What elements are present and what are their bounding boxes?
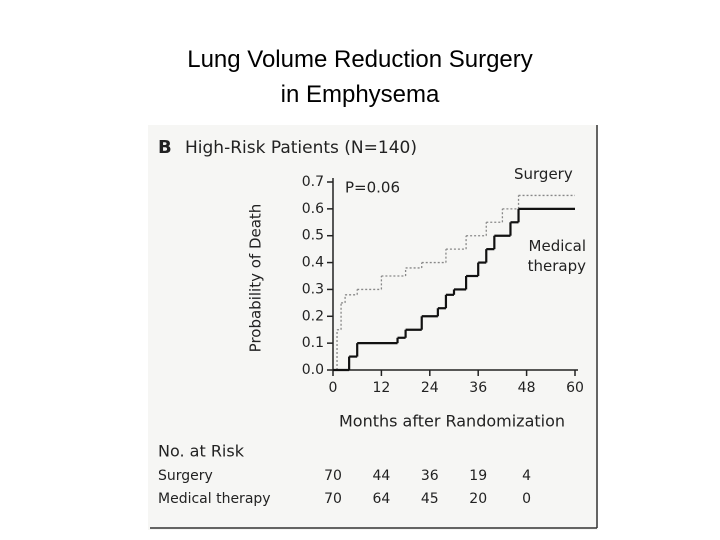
- slide-title: in Emphysema: [280, 81, 440, 108]
- x-tick-label: 12: [372, 380, 390, 396]
- y-tick-label: 0.3: [302, 281, 324, 297]
- x-tick-label: 60: [566, 380, 584, 396]
- x-tick-label: 36: [469, 380, 487, 396]
- x-tick-label: 48: [518, 380, 536, 396]
- y-axis-label: Probability of Death: [247, 204, 265, 353]
- y-tick-label: 0.6: [302, 201, 324, 217]
- risk-value: 4: [522, 468, 531, 484]
- y-tick-label: 0.4: [302, 255, 324, 271]
- y-tick-label: 0.0: [302, 362, 324, 378]
- scan-background: [148, 125, 598, 530]
- series-label: Medical therapy: [527, 237, 586, 275]
- annotation: P=0.06: [345, 179, 400, 197]
- x-tick-label: 24: [421, 380, 439, 396]
- chart-title: High-Risk Patients (N=140): [185, 138, 417, 158]
- risk-value: 44: [372, 468, 390, 484]
- risk-row-label: Surgery: [158, 468, 213, 484]
- risk-table-header: No. at Risk: [158, 442, 245, 461]
- panel-label: B: [158, 137, 172, 158]
- y-tick-label: 0.1: [302, 335, 324, 351]
- risk-value: 20: [469, 491, 487, 507]
- risk-value: 70: [324, 468, 342, 484]
- risk-value: 70: [324, 491, 342, 507]
- risk-value: 45: [421, 491, 439, 507]
- risk-value: 19: [469, 468, 487, 484]
- y-tick-label: 0.7: [302, 174, 324, 190]
- x-axis-label: Months after Randomization: [339, 412, 565, 431]
- y-tick-label: 0.2: [302, 308, 324, 324]
- slide-title: Lung Volume Reduction Surgery: [187, 46, 533, 73]
- risk-value: 64: [372, 491, 390, 507]
- risk-value: 0: [522, 491, 531, 507]
- risk-value: 36: [421, 468, 439, 484]
- risk-row-label: Medical therapy: [158, 491, 271, 507]
- y-tick-label: 0.5: [302, 228, 324, 244]
- x-tick-label: 0: [329, 380, 338, 396]
- series-label: Surgery: [514, 165, 573, 183]
